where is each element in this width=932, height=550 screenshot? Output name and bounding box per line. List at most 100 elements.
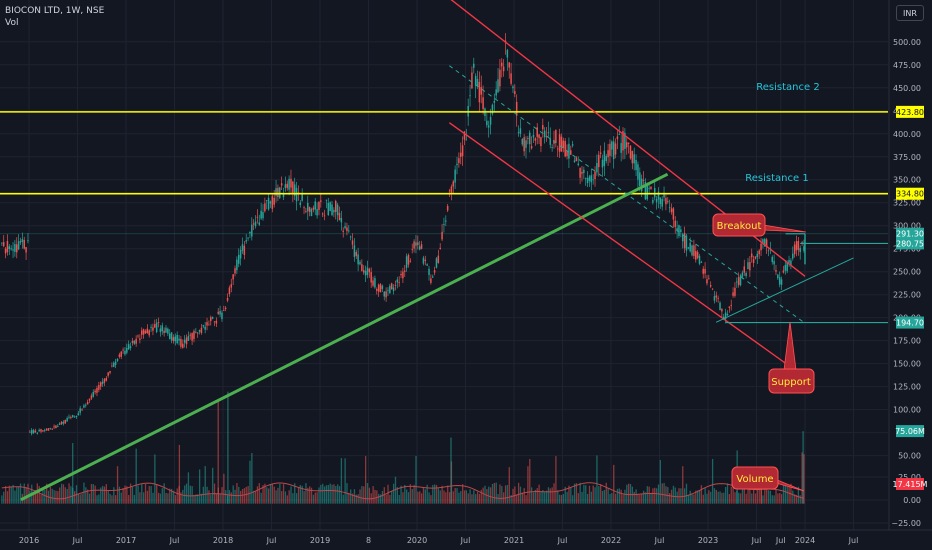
candle-body xyxy=(515,101,518,116)
candle-body xyxy=(47,428,50,431)
volume-bar xyxy=(469,489,471,504)
price-axis-tick: 225.00 xyxy=(893,291,921,300)
candle-body xyxy=(594,171,596,180)
volume-bar xyxy=(655,488,658,504)
candle-body xyxy=(795,241,798,251)
volume-bar xyxy=(353,489,356,504)
volume-bar xyxy=(564,486,566,504)
volume-bar xyxy=(598,486,600,504)
volume-bar xyxy=(527,466,529,504)
candle-body xyxy=(161,325,164,332)
candle-body xyxy=(165,327,167,333)
candle-body xyxy=(590,175,593,183)
price-axis-tick: 125.00 xyxy=(893,383,921,392)
volume-bar xyxy=(605,482,607,504)
volume-bar xyxy=(501,486,503,504)
volume-bar xyxy=(586,493,589,504)
volume-bar xyxy=(262,485,264,504)
volume-bar xyxy=(381,490,384,504)
volume-bar xyxy=(432,484,434,504)
candle-body xyxy=(456,163,458,166)
volume-bar xyxy=(327,485,329,504)
volume-bar xyxy=(342,494,344,504)
volume-bar xyxy=(558,494,561,504)
volume-bar xyxy=(167,493,169,504)
time-axis-tick: Jul xyxy=(169,536,180,545)
candle-body xyxy=(219,311,221,315)
volume-ma-line xyxy=(1,482,805,500)
volume-bar xyxy=(780,494,783,504)
candle-body xyxy=(428,268,430,275)
volume-bar xyxy=(803,454,805,504)
candle-body xyxy=(683,232,686,249)
volume-bar xyxy=(165,493,167,504)
candle-body xyxy=(465,139,468,141)
candle-body xyxy=(469,95,471,97)
volume-bar xyxy=(299,484,302,504)
volume-bar xyxy=(120,492,122,504)
price-axis-tick: 475.00 xyxy=(893,61,921,70)
candle-body xyxy=(777,274,779,279)
volume-bar xyxy=(245,486,247,504)
candle-body xyxy=(387,289,389,291)
currency-button[interactable]: INR xyxy=(896,5,924,21)
candle-body xyxy=(243,245,246,255)
volume-bar xyxy=(267,488,270,504)
volume-bar xyxy=(14,490,16,504)
volume-bar xyxy=(271,484,274,504)
candle-body xyxy=(77,413,80,416)
candle-body xyxy=(450,186,453,193)
candle-body xyxy=(650,186,652,189)
volume-bar xyxy=(135,448,137,504)
volume-bar xyxy=(379,494,382,504)
candle-body xyxy=(247,237,249,239)
candle-body xyxy=(491,104,494,114)
candle-body xyxy=(415,242,417,246)
volume-bar xyxy=(642,490,645,504)
candle-body xyxy=(353,245,356,258)
volume-bar xyxy=(588,485,591,504)
volume-bar xyxy=(124,485,126,504)
volume-bar xyxy=(775,489,777,504)
candle-body xyxy=(620,143,622,153)
candle-body xyxy=(726,313,729,316)
candle-body xyxy=(612,141,615,160)
volume-bar xyxy=(4,486,7,504)
volume-bar xyxy=(476,491,479,504)
candle-body xyxy=(333,209,335,213)
candle-body xyxy=(142,329,145,335)
candle-body xyxy=(431,276,434,278)
candle-body xyxy=(514,91,516,95)
candle-body xyxy=(157,322,160,324)
volume-bar xyxy=(170,488,173,504)
candle-body xyxy=(659,197,662,204)
candle-body xyxy=(482,97,484,110)
candle-body xyxy=(640,178,643,192)
volume-bar xyxy=(508,467,510,504)
candle-body xyxy=(53,426,55,428)
volume-bar xyxy=(779,493,781,504)
candle-body xyxy=(568,143,570,159)
candle-body xyxy=(517,132,520,133)
candle-body xyxy=(702,268,704,274)
candle-body xyxy=(105,377,108,381)
volume-bar xyxy=(758,486,760,504)
volume-callout-box xyxy=(731,466,779,490)
candle-body xyxy=(204,326,206,330)
candle-body xyxy=(732,292,734,296)
candle-body xyxy=(85,404,87,406)
volume-bar xyxy=(646,486,648,504)
volume-bar xyxy=(407,492,410,504)
candle-body xyxy=(571,144,574,146)
candle-body xyxy=(653,188,656,198)
volume-bar xyxy=(461,484,464,504)
candle-body xyxy=(394,285,397,286)
volume-bar xyxy=(491,483,494,504)
volume-bar xyxy=(363,486,365,504)
volume-bar xyxy=(631,486,634,504)
candle-body xyxy=(717,297,719,299)
volume-bar xyxy=(728,494,731,504)
candle-body xyxy=(605,156,607,162)
trendline-channel-mid xyxy=(449,65,806,324)
